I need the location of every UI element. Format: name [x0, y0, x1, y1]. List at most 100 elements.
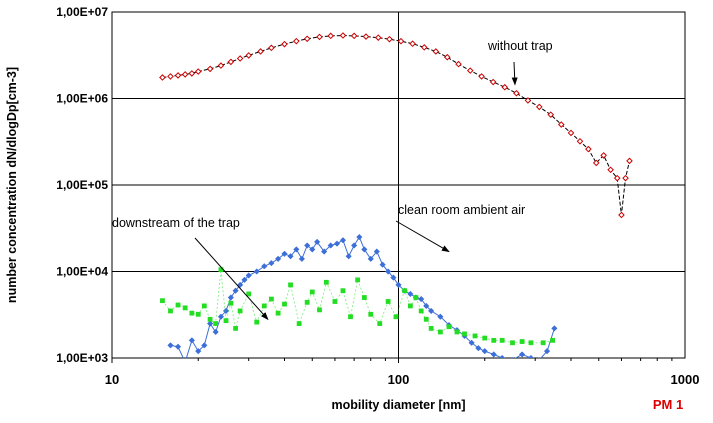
data-point: [428, 325, 434, 331]
data-point: [535, 103, 543, 111]
data-point: [323, 279, 329, 285]
data-point: [217, 62, 225, 69]
annotation-arrow: [395, 220, 450, 253]
data-point: [268, 296, 274, 302]
pm-badge: PM 1: [653, 397, 683, 412]
annotation-arrow: [194, 237, 269, 321]
data-point: [332, 299, 338, 304]
data-point: [340, 288, 346, 294]
data-point: [547, 111, 555, 118]
data-point: [181, 71, 189, 78]
data-point: [254, 319, 260, 325]
data-point: [293, 246, 300, 253]
data-point: [472, 333, 478, 339]
data-point: [386, 35, 393, 43]
data-point: [462, 331, 467, 337]
data-point: [174, 72, 182, 79]
data-point: [167, 342, 174, 349]
y-axis-title: number concentration dN/dlogDp[cm-3]: [5, 67, 19, 303]
data-point: [339, 32, 347, 39]
data-point: [407, 303, 413, 309]
data-point: [317, 307, 322, 313]
data-point: [613, 174, 621, 182]
data-point: [207, 316, 213, 322]
x-tick-label: 100: [388, 372, 410, 387]
data-point: [313, 238, 321, 246]
data-point: [195, 347, 202, 355]
data-point: [468, 339, 475, 346]
data-point: [377, 321, 383, 326]
annotation-label: clean room ambient air: [398, 203, 525, 217]
data-point: [407, 290, 414, 298]
data-point: [222, 307, 230, 315]
data-point: [233, 325, 238, 331]
data-point: [397, 37, 405, 45]
x-tick-label: 1000: [671, 372, 700, 387]
data-point: [626, 157, 633, 165]
data-point: [296, 321, 302, 326]
data-point: [567, 129, 575, 137]
grid: [111, 11, 686, 359]
data-point: [304, 299, 310, 305]
data-point: [281, 250, 288, 257]
data-point: [309, 289, 315, 295]
data-point: [489, 78, 497, 86]
data-point: [527, 354, 535, 358]
y-tick-label: 1,00E+07: [56, 5, 108, 19]
labels-layer: 1,00E+03 1,00E+04 1,00E+05 1,00E+06 1,00E+07…: [5, 5, 699, 412]
data-point: [437, 313, 444, 320]
data-point: [423, 316, 429, 322]
data-point: [355, 277, 361, 283]
data-point: [437, 329, 443, 335]
data-point: [228, 300, 234, 306]
y-tick-label: 1,00E+03: [56, 351, 108, 365]
data-point: [550, 337, 555, 343]
data-point: [201, 342, 208, 349]
data-point: [373, 248, 380, 255]
data-point: [443, 53, 451, 61]
data-point: [481, 347, 488, 355]
data-point: [454, 329, 460, 335]
y-tick-label: 1,00E+05: [56, 178, 108, 192]
data-point: [188, 337, 196, 344]
data-point: [423, 302, 430, 310]
data-point: [246, 291, 252, 297]
data-point: [551, 325, 558, 332]
data-point: [194, 68, 202, 75]
data-point: [188, 70, 196, 77]
data-point: [206, 65, 214, 73]
data-point: [402, 288, 407, 294]
data-point: [304, 242, 311, 249]
data-point: [333, 240, 341, 247]
data-point: [268, 259, 275, 267]
data-point: [557, 121, 565, 128]
data-point: [585, 145, 592, 153]
data-point: [418, 295, 425, 303]
data-point: [160, 298, 165, 304]
x-axis-title: mobility diameter [nm]: [331, 398, 465, 412]
data-point: [182, 305, 188, 311]
data-point: [511, 356, 514, 358]
data-point: [538, 356, 541, 358]
data-point: [195, 311, 201, 317]
data-point: [427, 307, 435, 315]
data-point: [236, 55, 244, 62]
data-point: [384, 268, 392, 275]
data-point: [175, 302, 181, 308]
data-point: [174, 343, 182, 350]
data-point: [518, 351, 526, 358]
data-point: [409, 40, 416, 48]
data-point: [227, 294, 235, 301]
data-point: [282, 301, 287, 307]
data-point: [227, 58, 235, 66]
data-point: [501, 83, 509, 91]
data-point: [482, 335, 488, 341]
data-point: [167, 73, 174, 80]
data-point: [287, 253, 294, 260]
y-tick-label: 1,00E+06: [56, 92, 108, 106]
data-point: [540, 340, 546, 346]
data-point: [237, 308, 243, 314]
data-point: [253, 268, 260, 275]
data-point: [350, 242, 358, 249]
